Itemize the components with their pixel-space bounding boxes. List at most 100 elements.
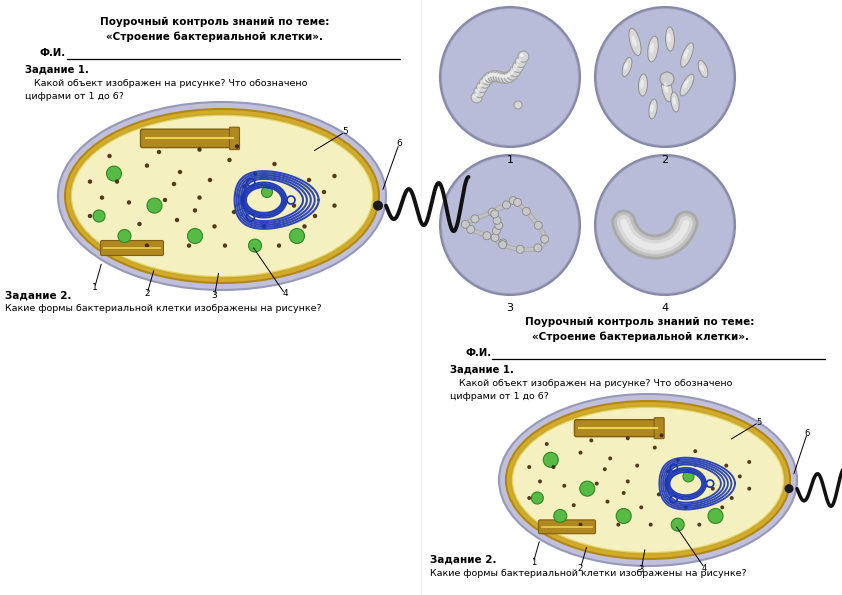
Circle shape — [538, 480, 542, 483]
Circle shape — [495, 73, 499, 77]
Circle shape — [487, 74, 491, 78]
Circle shape — [509, 71, 513, 75]
Circle shape — [509, 66, 520, 77]
Circle shape — [306, 178, 312, 182]
Circle shape — [493, 73, 497, 77]
Circle shape — [509, 196, 517, 205]
Circle shape — [471, 215, 479, 223]
FancyBboxPatch shape — [230, 127, 239, 149]
Circle shape — [531, 492, 543, 504]
Circle shape — [578, 450, 583, 455]
Circle shape — [541, 235, 549, 243]
Circle shape — [472, 92, 482, 103]
Ellipse shape — [698, 61, 708, 77]
Circle shape — [527, 465, 531, 469]
Circle shape — [493, 71, 504, 82]
Circle shape — [597, 157, 733, 293]
Circle shape — [175, 218, 179, 222]
Ellipse shape — [649, 99, 658, 119]
Ellipse shape — [78, 166, 120, 210]
Circle shape — [671, 518, 685, 531]
Ellipse shape — [624, 62, 628, 70]
Ellipse shape — [647, 36, 658, 62]
Circle shape — [145, 164, 149, 168]
Text: Какой объект изображен на рисунке? Что обозначено: Какой объект изображен на рисунке? Что о… — [450, 379, 733, 388]
Text: 1: 1 — [530, 558, 536, 567]
Ellipse shape — [506, 401, 790, 559]
Circle shape — [242, 184, 247, 189]
Circle shape — [503, 201, 510, 209]
Circle shape — [697, 522, 701, 527]
Circle shape — [512, 68, 515, 72]
Circle shape — [232, 210, 237, 214]
Circle shape — [504, 74, 508, 79]
Circle shape — [485, 72, 496, 83]
Circle shape — [333, 174, 337, 178]
Circle shape — [515, 57, 526, 67]
FancyBboxPatch shape — [539, 520, 595, 534]
Circle shape — [498, 241, 507, 249]
Circle shape — [626, 480, 630, 483]
Ellipse shape — [513, 408, 783, 552]
Circle shape — [440, 155, 580, 295]
Circle shape — [535, 221, 542, 229]
Circle shape — [597, 9, 733, 145]
FancyBboxPatch shape — [574, 419, 662, 437]
Ellipse shape — [671, 92, 679, 112]
Text: 1: 1 — [92, 283, 98, 293]
Circle shape — [660, 72, 674, 86]
Circle shape — [227, 158, 232, 162]
Circle shape — [127, 200, 131, 205]
Circle shape — [572, 503, 576, 507]
Circle shape — [517, 58, 521, 62]
Circle shape — [461, 220, 469, 228]
Circle shape — [157, 150, 161, 154]
Circle shape — [488, 71, 498, 82]
Circle shape — [676, 458, 679, 462]
Circle shape — [501, 73, 513, 83]
Text: 6: 6 — [396, 139, 402, 149]
Circle shape — [514, 198, 521, 206]
Circle shape — [479, 77, 490, 88]
Text: Какие формы бактериальной клетки изображены на рисунке?: Какие формы бактериальной клетки изображ… — [430, 569, 747, 578]
Text: Какой объект изображен на рисунке? Что обозначено: Какой объект изображен на рисунке? Что о… — [25, 79, 307, 88]
Text: 4: 4 — [662, 303, 669, 313]
FancyBboxPatch shape — [654, 418, 664, 439]
Text: «Строение бактериальной клетки».: «Строение бактериальной клетки». — [106, 31, 323, 42]
Text: цифрами от 1 до 6?: цифрами от 1 до 6? — [450, 392, 549, 401]
Circle shape — [639, 505, 643, 509]
Circle shape — [653, 446, 657, 450]
Circle shape — [118, 230, 131, 243]
Circle shape — [187, 243, 191, 248]
Circle shape — [440, 7, 580, 147]
Circle shape — [292, 203, 296, 208]
Text: Поурочный контроль знаний по теме:: Поурочный контроль знаний по теме: — [100, 17, 330, 27]
Circle shape — [657, 493, 661, 496]
Text: Какие формы бактериальной клетки изображены на рисунке?: Какие формы бактериальной клетки изображ… — [5, 304, 322, 313]
Text: 3: 3 — [211, 292, 217, 300]
Text: Задание 1.: Задание 1. — [25, 65, 89, 75]
Circle shape — [478, 83, 482, 87]
Circle shape — [93, 210, 105, 222]
Circle shape — [473, 94, 477, 98]
Circle shape — [212, 224, 216, 228]
Circle shape — [172, 182, 176, 186]
Circle shape — [498, 73, 509, 83]
Text: 5: 5 — [756, 418, 761, 427]
Circle shape — [747, 487, 751, 491]
FancyBboxPatch shape — [100, 240, 163, 255]
Ellipse shape — [640, 80, 644, 89]
Circle shape — [145, 243, 149, 248]
Circle shape — [115, 180, 120, 184]
Circle shape — [482, 79, 485, 83]
Circle shape — [248, 239, 262, 252]
Circle shape — [262, 186, 273, 198]
Circle shape — [476, 89, 480, 93]
Ellipse shape — [629, 29, 641, 55]
Ellipse shape — [667, 33, 671, 43]
Circle shape — [724, 464, 728, 468]
Text: Поурочный контроль знаний по теме:: Поурочный контроль знаний по теме: — [525, 317, 754, 327]
Ellipse shape — [650, 43, 654, 53]
Circle shape — [197, 195, 202, 200]
Circle shape — [474, 86, 485, 98]
